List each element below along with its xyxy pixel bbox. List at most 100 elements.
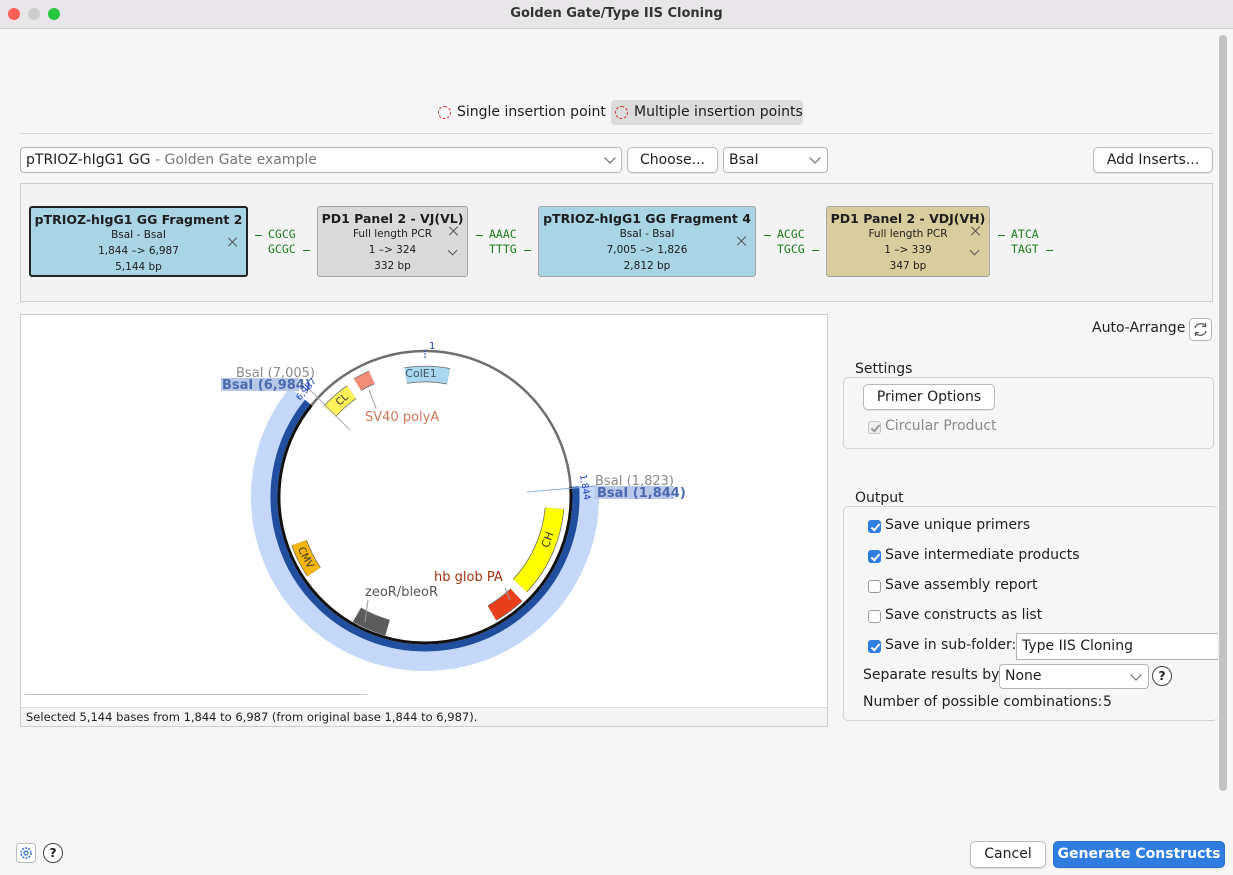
separate-label: Separate results by: [863, 667, 1004, 683]
fragment-card[interactable]: PD1 Panel 2 - VDJ(VH) Full length PCR 1 … [826, 206, 990, 277]
close-button[interactable] [8, 8, 20, 20]
checkbox[interactable] [868, 520, 881, 533]
radio-label: Single insertion point [457, 104, 606, 120]
checkbox[interactable] [868, 550, 881, 563]
feature-label: SV40 polyA [365, 410, 439, 425]
overhang-bottom: TGCG [777, 242, 805, 256]
choose-button[interactable]: Choose... [627, 147, 718, 173]
overhang-dash [255, 235, 262, 237]
fragment-size: 2,812 bp [623, 260, 671, 272]
checkbox[interactable] [868, 580, 881, 593]
remove-button[interactable] [449, 226, 459, 236]
horizontal-scrollbar[interactable] [23, 694, 369, 695]
radio-icon [615, 106, 628, 119]
remove-button[interactable] [971, 226, 981, 236]
add-inserts-button[interactable]: Add Inserts... [1093, 147, 1213, 173]
checkbox-label: Save unique primers [885, 517, 1031, 533]
fragment-detail: Full length PCR [352, 228, 433, 240]
checkbox-label: Save assembly report [885, 577, 1038, 593]
label-line [504, 587, 511, 601]
selection-ring [270, 399, 580, 652]
generate-button[interactable]: Generate Constructs [1053, 841, 1225, 868]
backbone [310, 349, 572, 487]
overhang-bottom: TAGT [1011, 242, 1039, 256]
fragment-card[interactable]: pTRIOZ-hIgG1 GG Fragment 2 BsaI - BsaI 1… [29, 206, 248, 277]
origin-label: 1 [429, 341, 435, 352]
site-highlight [595, 486, 674, 499]
fragment-size: 347 bp [889, 260, 927, 272]
fragment-size: 5,144 bp [115, 261, 162, 273]
selection-band [251, 387, 599, 671]
subfolder-input[interactable]: Type IIS Cloning [1016, 633, 1218, 660]
checkbox[interactable] [868, 640, 881, 653]
primer-options-button[interactable]: Primer Options [863, 384, 995, 410]
radio-option[interactable]: Single insertion point [434, 101, 606, 125]
feature [513, 507, 564, 592]
site-position: 1,844 [577, 474, 591, 501]
separator [20, 133, 1213, 134]
feature [487, 589, 522, 620]
settings-group [843, 377, 1214, 449]
vector-select[interactable]: pTRIOZ-hIgG1 GG - Golden Gate example [20, 147, 622, 173]
radio-option[interactable]: Multiple insertion points [611, 100, 803, 125]
feature-label: zeoR/bleoR [365, 585, 438, 600]
combinations-label: Number of possible combinations: [863, 694, 1103, 710]
plasmid-map[interactable]: 1 BsaI (7,005) BsaI (6,984) 6,987 BsaI (… [21, 315, 827, 695]
overhang-bottom: TTTG [489, 242, 517, 256]
site-label: BsaI (1,823) [595, 474, 674, 489]
fragment-title: pTRIOZ-hIgG1 GG Fragment 4 [543, 211, 751, 226]
minimize-button[interactable] [28, 8, 40, 20]
overhang-dash [303, 250, 310, 252]
auto-arrange-button[interactable] [1189, 318, 1212, 341]
combinations-value: 5 [1103, 694, 1112, 710]
overhang-bottom: GCGC [268, 242, 296, 256]
auto-arrange-label: Auto-Arrange [1092, 320, 1186, 336]
checkbox-label: Save intermediate products [885, 547, 1080, 563]
dropdown-arrow [809, 152, 821, 164]
feature-label: CH [539, 530, 557, 549]
feature [404, 366, 450, 384]
group-title: Settings [852, 361, 916, 377]
label-line [368, 389, 377, 409]
settings-gear[interactable] [16, 843, 36, 863]
cancel-button[interactable]: Cancel [970, 841, 1046, 868]
feature-label: ColE1 [405, 367, 436, 380]
site-label: BsaI (7,005) [236, 366, 315, 381]
fragment-range: 7,005 –> 1,826 [606, 244, 688, 256]
title-bar: Golden Gate/Type IIS Cloning [0, 0, 1233, 29]
checkbox[interactable] [868, 610, 881, 623]
feature [353, 608, 390, 635]
label-line [364, 599, 369, 623]
fragment-card[interactable]: PD1 Panel 2 - VJ(VL) Full length PCR 1 –… [317, 206, 468, 277]
window-title: Golden Gate/Type IIS Cloning [510, 6, 723, 21]
checkbox [868, 421, 881, 434]
vertical-scrollbar[interactable] [1219, 35, 1227, 791]
fragment-card[interactable]: pTRIOZ-hIgG1 GG Fragment 4 BsaI - BsaI 7… [538, 206, 756, 277]
zoom-button[interactable] [48, 8, 60, 20]
overhang-dash [476, 235, 483, 237]
feature-label: hb glob PA [434, 570, 503, 585]
status-bar: Selected 5,144 bases from 1,844 to 6,987… [21, 707, 827, 726]
dropdown-arrow [1130, 669, 1142, 681]
radio-icon [438, 106, 451, 119]
fragment-range: 1 –> 339 [884, 244, 932, 256]
overhang-top: AAAC [489, 227, 517, 241]
fragment-size: 332 bp [374, 260, 411, 272]
fragment-detail: BsaI - BsaI [619, 228, 675, 240]
overhang-top: ACGC [777, 227, 805, 241]
remove-button[interactable] [737, 236, 747, 246]
separate-select[interactable]: None [999, 664, 1149, 689]
overhang-top: ATCA [1011, 227, 1039, 241]
help-button[interactable]: ? [43, 843, 63, 863]
help-button[interactable]: ? [1152, 666, 1172, 686]
site-line [526, 485, 598, 493]
feature [292, 540, 321, 577]
enzyme-select[interactable]: BsaI [723, 147, 828, 173]
site-label: BsaI (6,984) [222, 378, 311, 393]
checkbox-label: Circular Product [885, 418, 997, 434]
site-label: BsaI (1,844) [597, 486, 686, 501]
fragment-detail: BsaI - BsaI [111, 229, 166, 241]
dropdown-arrow [604, 152, 616, 164]
remove-button[interactable] [228, 237, 238, 247]
